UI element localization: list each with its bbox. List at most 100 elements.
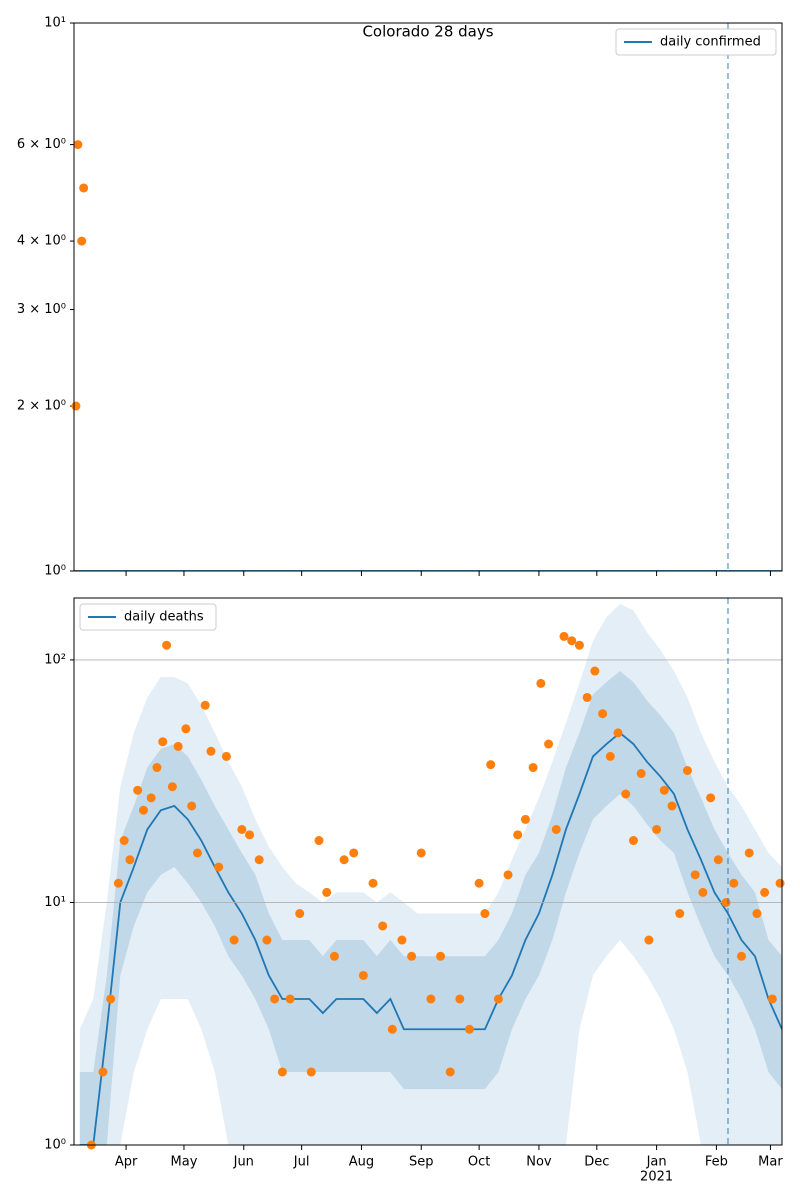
data-point [760,887,770,897]
data-point [706,793,716,803]
data-point [486,760,496,770]
x-tick-label: Jan [646,1155,667,1170]
data-point [744,848,754,858]
data-point [125,855,135,865]
y-tick-label: 3 × 10⁰ [17,302,66,317]
data-point [167,782,177,792]
data-point [181,724,191,734]
data-point [71,401,81,411]
legend-box [79,603,217,631]
x-tick-label: Nov [526,1155,552,1170]
data-point [237,824,247,834]
data-point [464,1024,474,1034]
data-point [245,830,255,840]
series-line [79,731,782,1145]
x-tick-label: Oct [468,1155,490,1170]
data-point [559,631,569,641]
data-point [503,870,513,880]
data-point [644,935,654,945]
data-point [528,763,538,773]
x-tick-label: Apr [115,1155,138,1170]
legend-box [615,28,777,56]
data-point [221,751,231,761]
data-point [187,801,197,811]
data-point [397,935,407,945]
data-point [752,909,762,919]
data-point [652,824,662,834]
data-point [767,994,777,1004]
data-point [138,805,148,815]
x-tick-label: Sep [409,1155,434,1170]
data-point [480,909,490,919]
data-point [358,970,368,980]
data-point [436,951,446,961]
data-point [98,1067,108,1077]
data-point [173,741,183,751]
data-point [582,692,592,702]
data-point [613,728,623,738]
data-point [605,751,615,761]
x-tick-label: Feb [705,1155,728,1170]
data-point [206,746,216,756]
data-point [73,140,83,150]
plot-area [79,604,782,1145]
data-point [474,878,484,888]
data-point [426,994,436,1004]
data-point [254,855,264,865]
data-point [520,814,530,824]
data-point [339,855,349,865]
data-point [285,994,295,1004]
x-tick-label: Aug [349,1155,374,1170]
data-point [158,737,168,747]
data-point [659,785,669,795]
data-point [200,700,210,710]
data-point [551,824,561,834]
y-tick-label: 6 × 10⁰ [17,137,66,152]
legend-label: daily confirmed [660,35,761,50]
data-point [152,763,162,773]
x-tick-label: Jun [233,1155,254,1170]
data-point [775,878,785,888]
chart-title: Colorado 28 days [362,23,493,41]
data-point [544,739,554,749]
data-point [229,935,239,945]
data-point [113,878,123,888]
y-tick-label: 10² [44,652,66,667]
axes-frame [73,22,783,572]
data-point [378,921,388,931]
data-point [455,994,465,1004]
data-point [106,994,116,1004]
data-point [262,935,272,945]
x-tick-label: Dec [584,1155,609,1170]
data-point [270,994,280,1004]
data-point [368,878,378,888]
data-point [628,836,638,846]
data-point [77,236,87,246]
data-point [329,951,339,961]
data-point [721,897,731,907]
x-tick-label: May [171,1155,198,1170]
data-point [146,793,156,803]
data-point [445,1067,455,1077]
data-point [295,909,305,919]
data-point [493,994,503,1004]
data-point [736,951,746,961]
data-point [590,666,600,676]
data-point [322,887,332,897]
data-point [387,1024,397,1034]
legend-label: daily deaths [124,610,204,625]
data-point [682,765,692,775]
data-point [214,862,224,872]
axes-frame [73,597,783,1146]
x-tick-label: Mar [758,1155,783,1170]
y-tick-label: 10¹ [44,16,66,31]
data-point [407,951,417,961]
confidence-band [79,604,782,1145]
data-point [133,785,143,795]
data-point [621,789,631,799]
data-point [636,769,646,779]
data-point [314,836,324,846]
data-point [416,848,426,858]
y-tick-label: 10⁰ [44,564,66,579]
